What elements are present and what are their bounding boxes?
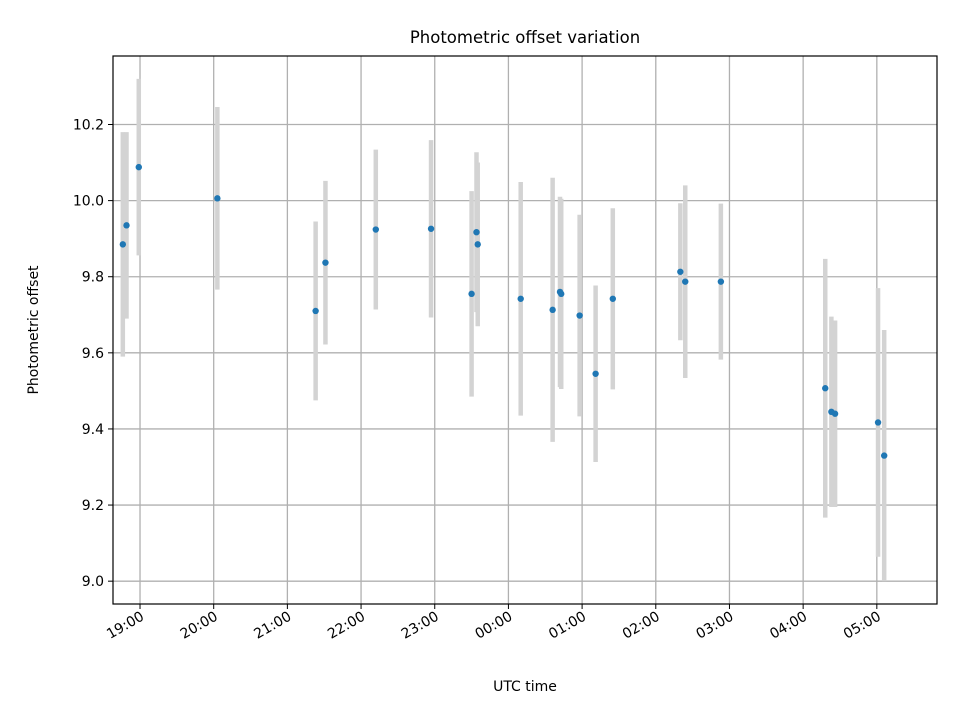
y-tick-label: 9.2 <box>82 498 104 514</box>
data-point <box>682 278 688 284</box>
data-point <box>832 411 838 417</box>
data-point <box>428 226 434 232</box>
x-tick-label: 03:00 <box>694 609 737 643</box>
x-tick-label: 21:00 <box>251 609 294 643</box>
data-point <box>136 164 142 170</box>
data-point <box>558 291 564 297</box>
data-point <box>592 371 598 377</box>
error-bars <box>123 79 884 581</box>
x-tick-label: 04:00 <box>767 609 810 643</box>
data-point <box>576 312 582 318</box>
data-point <box>475 241 481 247</box>
y-tick-label: 9.0 <box>82 574 104 590</box>
y-tick-label: 10.0 <box>73 194 104 210</box>
x-tick-label: 20:00 <box>178 609 221 643</box>
data-point <box>518 296 524 302</box>
y-tick-label: 9.6 <box>82 346 104 362</box>
data-point <box>549 307 555 313</box>
x-tick-label: 22:00 <box>325 609 368 643</box>
data-point <box>312 308 318 314</box>
data-point <box>718 278 724 284</box>
y-axis-label: Photometric offset <box>26 265 42 395</box>
data-point <box>373 226 379 232</box>
x-tick-label: 02:00 <box>620 609 663 643</box>
data-point <box>822 385 828 391</box>
plot-frame <box>113 56 937 604</box>
data-point <box>123 222 129 228</box>
data-point <box>875 419 881 425</box>
x-axis: 19:00 20:00 21:00 22:00 23:00 00:00 01:00 02:00… <box>104 604 884 643</box>
x-tick-label: 23:00 <box>399 609 442 643</box>
y-tick-label: 9.8 <box>82 270 104 286</box>
data-point <box>120 241 126 247</box>
data-point <box>881 452 887 458</box>
x-tick-label: 05:00 <box>841 609 884 643</box>
data-points <box>120 164 888 459</box>
x-tick-label: 00:00 <box>472 609 515 643</box>
y-axis: 9.0 9.2 9.4 9.6 9.8 10.0 10.2 <box>73 118 113 591</box>
data-point <box>473 229 479 235</box>
y-tick-label: 10.2 <box>73 118 104 134</box>
data-point <box>214 195 220 201</box>
x-tick-label: 01:00 <box>546 609 589 643</box>
x-axis-label: UTC time <box>493 679 557 695</box>
x-tick-label: 19:00 <box>104 609 147 643</box>
y-tick-label: 9.4 <box>82 422 104 438</box>
data-point <box>610 296 616 302</box>
grid <box>113 56 937 604</box>
data-point <box>322 259 328 265</box>
chart-title: Photometric offset variation <box>410 28 640 47</box>
data-point <box>677 269 683 275</box>
data-point <box>468 291 474 297</box>
